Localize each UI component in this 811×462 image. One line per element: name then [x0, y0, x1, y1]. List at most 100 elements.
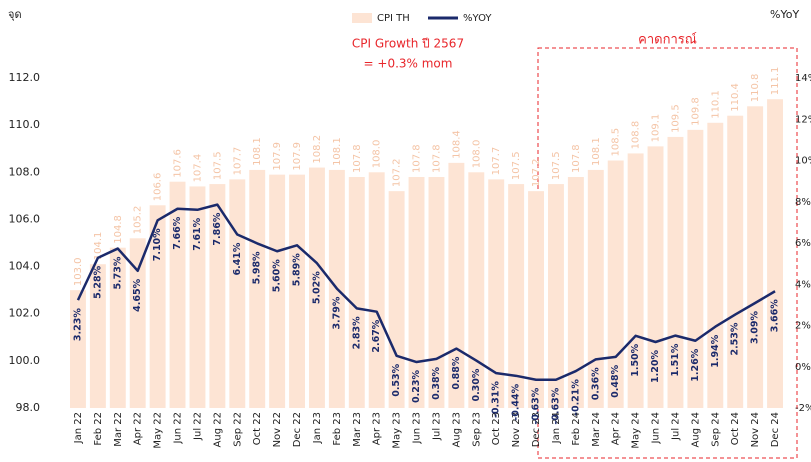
x-tick-label: Aug 23 [451, 412, 462, 447]
line-label: 1.51% [670, 343, 681, 376]
bar-label: 107.6 [173, 149, 184, 178]
bar [109, 247, 126, 408]
legend-label: CPI TH [377, 13, 410, 24]
bar [289, 174, 306, 408]
y2-tick-label: 14% [795, 73, 811, 84]
yoy-line [76, 203, 776, 381]
x-tick-label: Mar 24 [591, 412, 602, 447]
line-label: 1.20% [650, 350, 661, 383]
x-tick-label: Sep 23 [471, 412, 482, 447]
bar-label: 105.2 [133, 206, 144, 235]
forecast-box [537, 47, 798, 459]
x-tick-label: Jan 24 [551, 412, 562, 444]
bar [767, 99, 784, 408]
legend-swatch [352, 13, 372, 23]
bar-label: 110.1 [710, 90, 721, 119]
line-label: 5.02% [311, 271, 322, 304]
bar [508, 184, 525, 408]
bar [308, 167, 325, 408]
bar [408, 177, 425, 408]
x-tick-label: Dec 23 [531, 412, 542, 447]
line-label: 3.66% [770, 299, 781, 332]
bar-label: 107.8 [571, 144, 582, 173]
line-label: 3.79% [331, 296, 342, 329]
line-label: 4.65% [132, 278, 143, 311]
bar [607, 160, 624, 408]
x-tick-label: Jan 22 [73, 412, 84, 444]
bar-label: 107.8 [352, 144, 363, 173]
bar-label: 109.1 [651, 114, 662, 143]
x-tick-label: Oct 24 [730, 412, 741, 445]
y2-tick-label: 12% [795, 114, 811, 125]
x-tick-label: Jun 24 [651, 412, 662, 445]
line-label: 1.50% [630, 343, 641, 376]
bar-label: 108.0 [372, 140, 383, 169]
x-tick-label: Jun 22 [173, 412, 184, 445]
bar-label: 108.8 [631, 121, 642, 150]
line-label: -0.63% [550, 387, 561, 424]
line-label: -0.44% [511, 383, 522, 420]
line-label: 0.38% [431, 366, 442, 399]
bar [468, 172, 485, 408]
line-label: 0.53% [391, 363, 402, 396]
bar [209, 184, 226, 408]
bar-label: 108.4 [451, 130, 462, 159]
x-tick-label: Sep 24 [710, 412, 721, 447]
bar [667, 136, 684, 408]
y-axis-label: จุด [8, 8, 22, 21]
x-tick-label: Nov 23 [511, 412, 522, 447]
line-label: 2.83% [351, 316, 362, 349]
x-tick-label: Aug 22 [212, 412, 223, 447]
line-label: 0.36% [590, 367, 601, 400]
y-tick-label: 108.0 [9, 165, 41, 178]
x-tick-label: Jan 23 [312, 412, 323, 444]
y2-tick-label: 4% [795, 279, 811, 290]
bar-label: 108.0 [471, 140, 482, 169]
bar-label: 109.8 [690, 97, 701, 126]
bar-label: 107.8 [431, 144, 442, 173]
x-tick-label: Feb 24 [571, 412, 582, 446]
bar-label: 107.2 [392, 159, 403, 188]
bar [428, 177, 445, 408]
bar-label: 108.1 [332, 137, 343, 166]
bar-label: 107.4 [192, 154, 203, 183]
y-tick-label: 104.0 [9, 260, 41, 273]
x-tick-label: Feb 22 [93, 412, 104, 446]
bar-label: 108.1 [591, 137, 602, 166]
line-label: 3.23% [72, 308, 83, 341]
bar-label: 107.9 [272, 142, 283, 171]
bar [229, 179, 246, 408]
bar [249, 169, 266, 408]
y2-tick-label: 10% [795, 156, 811, 167]
bar [388, 191, 405, 408]
line-label: 3.09% [750, 311, 761, 344]
line-label: 5.89% [292, 253, 303, 286]
line-label: 2.53% [730, 322, 741, 355]
x-tick-label: Nov 22 [272, 412, 283, 447]
x-tick-label: Dec 24 [770, 412, 781, 447]
bar [189, 186, 206, 408]
x-tick-label: May 24 [631, 412, 642, 449]
bar-label: 104.1 [93, 232, 104, 261]
bar-label: 109.5 [670, 104, 681, 133]
bar-label: 111.1 [770, 67, 781, 96]
x-tick-label: Aug 24 [690, 412, 701, 447]
y-tick-label: 98.0 [16, 401, 41, 414]
bar [89, 264, 106, 408]
bar-label: 108.5 [611, 128, 622, 157]
x-tick-label: Oct 22 [252, 412, 263, 445]
line-label: 5.98% [252, 251, 263, 284]
y2-tick-label: 6% [795, 238, 811, 249]
x-tick-label: Apr 23 [372, 412, 383, 445]
y2-tick-label: -2% [795, 403, 811, 414]
x-tick-label: May 22 [153, 412, 164, 449]
line-label: 5.73% [112, 256, 123, 289]
bar-label: 107.7 [491, 147, 502, 176]
y-tick-label: 106.0 [9, 212, 41, 225]
y-tick-label: 102.0 [9, 307, 41, 320]
line-label: 0.30% [471, 368, 482, 401]
bar-label: 110.8 [750, 74, 761, 103]
bar [269, 174, 286, 408]
line-label: 0.23% [411, 370, 422, 403]
bar [129, 238, 146, 408]
